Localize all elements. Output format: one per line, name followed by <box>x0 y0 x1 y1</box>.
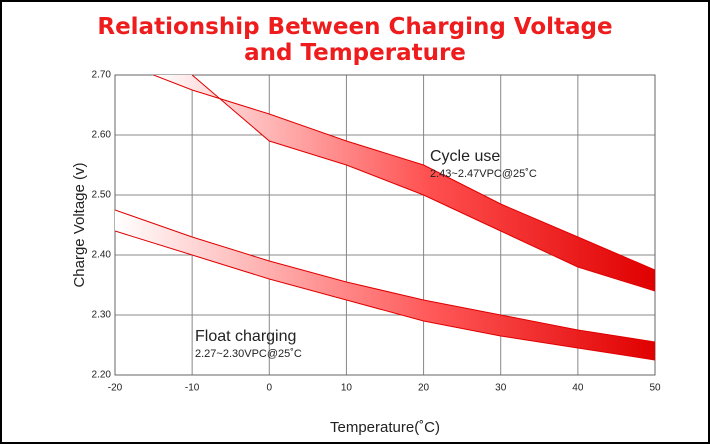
band-area <box>115 210 655 360</box>
x-tick-label: -20 <box>108 383 123 394</box>
band-label: Cycle use <box>430 148 500 165</box>
band-area <box>153 75 655 291</box>
y-tick-label: 2.70 <box>92 70 112 81</box>
y-axis-label: Charge Voltage (v) <box>71 162 88 287</box>
band-note: 2.27~2.30VPC@25˚C <box>195 348 302 360</box>
y-tick-label: 2.50 <box>92 190 112 201</box>
chart-title: Relationship Between Charging Voltage an… <box>97 14 613 66</box>
band-note: 2.43~2.47VPC@25˚C <box>430 168 537 180</box>
band-upper-edge <box>153 75 655 271</box>
x-tick-label: 0 <box>267 383 273 394</box>
y-tick-label: 2.40 <box>92 250 112 261</box>
band-label: Float charging <box>195 328 296 345</box>
x-tick-label: 10 <box>341 383 353 394</box>
x-tick-label: 30 <box>495 383 507 394</box>
x-tick-label: 20 <box>418 383 430 394</box>
band-upper-edge <box>115 209 655 343</box>
bands <box>115 75 655 361</box>
x-tick-label: 50 <box>649 383 661 394</box>
x-axis-label: Temperature(˚C) <box>330 419 440 436</box>
y-tick-label: 2.30 <box>92 310 112 321</box>
band-lower-edge <box>115 230 655 361</box>
x-tick-label: -10 <box>185 383 200 394</box>
y-tick-label: 2.20 <box>92 370 112 381</box>
x-tick-label: 40 <box>572 383 584 394</box>
y-tick-label: 2.60 <box>92 130 112 141</box>
band-lower-edge <box>191 75 655 292</box>
